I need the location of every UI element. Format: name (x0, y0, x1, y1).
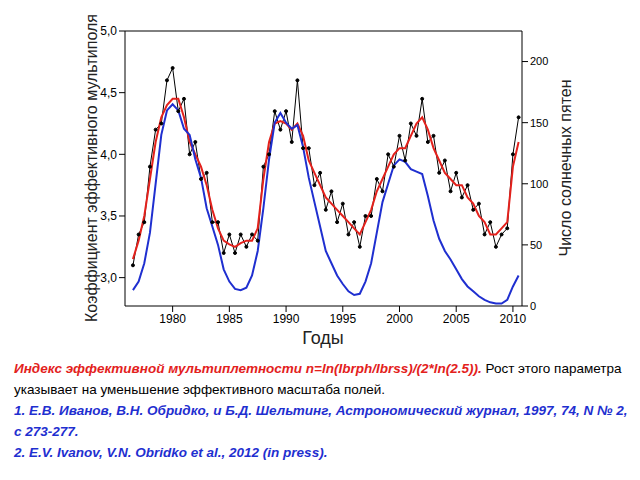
svg-text:200: 200 (530, 55, 548, 67)
svg-text:50: 50 (530, 239, 542, 251)
html-text:Годы: Годы (302, 327, 344, 348)
svg-text:3,0: 3,0 (100, 271, 117, 285)
svg-text:150: 150 (530, 117, 548, 129)
svg-text:3,5: 3,5 (100, 209, 117, 223)
svg-text:1985: 1985 (216, 312, 243, 326)
html-text:Коэффициент эффективного мульт: Коэффициент эффективного мультиполя (83, 14, 100, 322)
svg-text:5,0: 5,0 (100, 24, 117, 38)
svg-text:1990: 1990 (273, 312, 300, 326)
svg-text:2010: 2010 (500, 312, 527, 326)
svg-text:4,0: 4,0 (100, 148, 117, 162)
svg-text:4,5: 4,5 (100, 86, 117, 100)
svg-text:2000: 2000 (386, 312, 413, 326)
svg-text:100: 100 (530, 178, 548, 190)
html-text:2. E.V. Ivanov, V.N. Obridko e: 2. E.V. Ivanov, V.N. Obridko et al., 201… (14, 445, 328, 460)
svg-text:1980: 1980 (159, 312, 186, 326)
svg-text:2005: 2005 (443, 312, 470, 326)
svg-text:0: 0 (530, 300, 536, 312)
html-text:Число солнечных пятен: Число солнечных пятен (557, 79, 574, 257)
html-text:1. Е.В. Иванов, В.Н. Обридко,: 1. Е.В. Иванов, В.Н. Обридко, и Б.Д. Шел… (14, 403, 628, 439)
svg-text:1995: 1995 (329, 312, 356, 326)
html-text:Индекс эффективной мультиплетн: Индекс эффективной мультиплетности n=ln(… (14, 361, 622, 397)
